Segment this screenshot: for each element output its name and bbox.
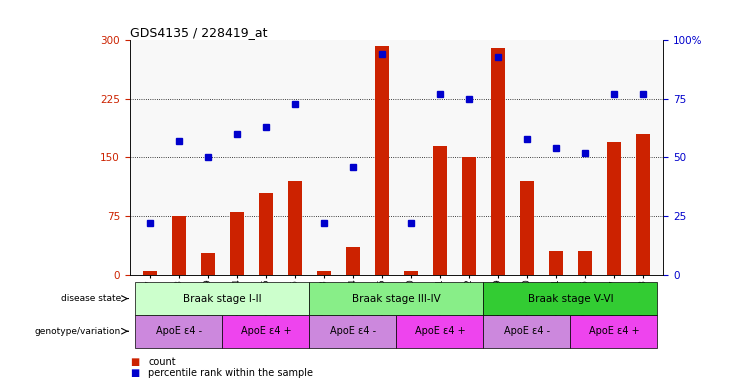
Text: ApoE ε4 +: ApoE ε4 + [588, 326, 639, 336]
Bar [433, 146, 447, 275]
Bar [396, 315, 483, 348]
Bar [346, 247, 360, 275]
Text: Braak stage I-II: Braak stage I-II [183, 293, 262, 304]
Bar [259, 192, 273, 275]
Bar [483, 282, 657, 315]
Bar [483, 315, 571, 348]
Text: ApoE ε4 -: ApoE ε4 - [156, 326, 202, 336]
Text: ApoE ε4 -: ApoE ε4 - [330, 326, 376, 336]
Bar [222, 315, 310, 348]
Bar [172, 216, 186, 275]
Bar [230, 212, 245, 275]
Bar [636, 134, 650, 275]
Bar [310, 315, 396, 348]
Bar [462, 157, 476, 275]
Bar [491, 48, 505, 275]
Bar [310, 282, 483, 315]
Bar [136, 282, 310, 315]
Text: ■: ■ [130, 357, 139, 367]
Bar [136, 315, 222, 348]
Text: ApoE ε4 -: ApoE ε4 - [504, 326, 550, 336]
Text: GDS4135 / 228419_at: GDS4135 / 228419_at [130, 26, 268, 39]
Bar [375, 46, 389, 275]
Bar [316, 271, 331, 275]
Text: ■: ■ [130, 368, 139, 378]
Text: disease state: disease state [61, 294, 121, 303]
Text: Braak stage V-VI: Braak stage V-VI [528, 293, 614, 304]
Bar [571, 315, 657, 348]
Text: percentile rank within the sample: percentile rank within the sample [148, 368, 313, 378]
Bar [288, 181, 302, 275]
Text: Braak stage III-IV: Braak stage III-IV [352, 293, 441, 304]
Text: genotype/variation: genotype/variation [35, 327, 121, 336]
Bar [143, 271, 157, 275]
Bar [578, 251, 592, 275]
Bar [548, 251, 563, 275]
Bar [201, 253, 215, 275]
Bar [607, 142, 621, 275]
Bar [404, 271, 418, 275]
Bar [519, 181, 534, 275]
Text: ApoE ε4 +: ApoE ε4 + [241, 326, 291, 336]
Text: ApoE ε4 +: ApoE ε4 + [415, 326, 465, 336]
Text: count: count [148, 357, 176, 367]
